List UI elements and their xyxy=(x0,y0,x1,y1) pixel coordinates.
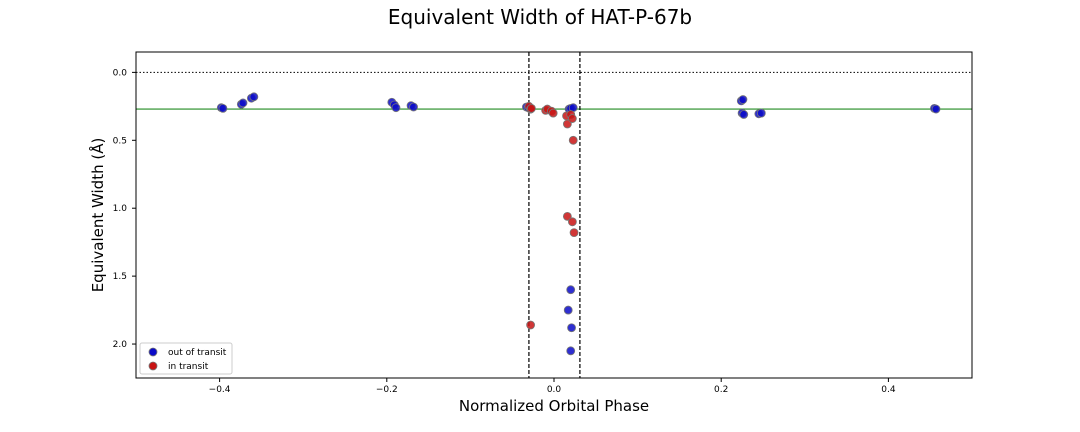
legend: out of transit in transit xyxy=(139,342,233,375)
in-transit-point xyxy=(568,135,578,145)
legend-label: in transit xyxy=(168,362,209,372)
out-of-transit-point xyxy=(563,305,573,315)
out-of-transit-point xyxy=(391,103,401,113)
y-tick-label: 1.0 xyxy=(113,204,128,214)
in-transit-point xyxy=(567,217,577,227)
out-of-transit-point xyxy=(409,102,418,112)
in-transit-point xyxy=(527,103,536,113)
out-of-transit-point xyxy=(739,110,749,119)
out-of-transit-point xyxy=(566,285,576,295)
y-tick-label: 1.5 xyxy=(113,272,127,282)
legend-label: out of transit xyxy=(168,348,227,358)
y-axis-title: Equivalent Width (Å) xyxy=(88,138,107,293)
out-of-transit-point xyxy=(567,323,576,333)
in-transit-point xyxy=(562,211,572,221)
out-of-transit-point xyxy=(566,346,576,356)
x-tick-label: 0.2 xyxy=(714,385,728,395)
axis-ticks: −0.4 −0.2 0.0 0.2 0.4 0.0 0.5 1.0 1.5 2.0 xyxy=(113,68,896,395)
in-transit-point xyxy=(548,108,558,118)
in-transit-point xyxy=(526,320,535,330)
y-tick-label: 0.5 xyxy=(113,136,127,146)
plot-frame xyxy=(135,51,973,379)
x-axis-title: Normalized Orbital Phase xyxy=(459,397,649,415)
chart-title: Equivalent Width of HAT-P-67b xyxy=(388,5,692,29)
out-of-transit-point xyxy=(238,98,248,108)
x-tick-label: 0.4 xyxy=(881,385,896,395)
out-of-transit-point xyxy=(756,108,766,118)
in-transit-point xyxy=(569,228,579,238)
x-tick-label: −0.4 xyxy=(209,385,231,395)
out-of-transit-point xyxy=(738,95,748,104)
in-transit-point xyxy=(567,114,577,123)
out-of-transit-point xyxy=(931,104,941,114)
legend-marker xyxy=(148,361,158,371)
out-of-transit-point xyxy=(218,103,228,113)
y-tick-label: 0.0 xyxy=(113,68,128,78)
x-tick-label: 0.0 xyxy=(547,385,562,395)
y-tick-label: 2.0 xyxy=(113,340,128,350)
legend-box xyxy=(139,342,233,375)
x-tick-label: −0.2 xyxy=(376,385,398,395)
out-of-transit-point xyxy=(249,92,259,102)
in-transit-point xyxy=(562,119,572,129)
legend-marker xyxy=(148,347,158,357)
plot-area xyxy=(135,51,973,379)
